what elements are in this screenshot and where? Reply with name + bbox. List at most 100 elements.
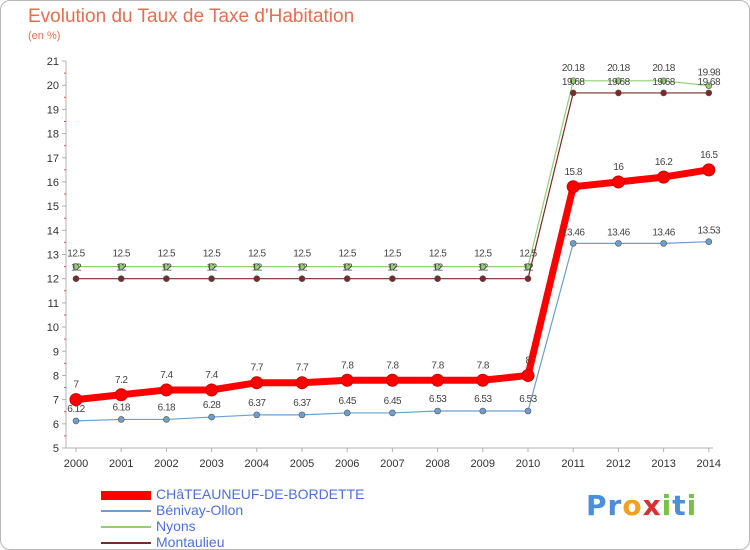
data-point [389, 263, 396, 270]
data-point [253, 275, 261, 282]
data-label: 6.18 [112, 402, 130, 413]
data-point [72, 275, 80, 282]
data-label: 12 [161, 263, 172, 274]
data-point [615, 77, 622, 85]
y-tick-label: 16 [47, 177, 59, 189]
x-tick-label: 2005 [290, 458, 314, 470]
y-tick-label: 17 [47, 153, 59, 165]
data-point [114, 388, 128, 402]
data-point [163, 275, 170, 282]
x-tick-label: 2009 [471, 458, 495, 470]
data-point [69, 393, 83, 407]
data-label: 19.68 [698, 77, 721, 88]
data-point [159, 383, 173, 397]
data-label: 6.53 [429, 394, 447, 405]
data-point [476, 373, 490, 387]
y-tick-label: 7 [53, 395, 59, 407]
data-label: 19.68 [607, 77, 630, 88]
data-label: 12 [478, 263, 489, 274]
data-point [389, 409, 396, 417]
legend-label: Montaulieu [156, 534, 225, 550]
data-label: 7.8 [477, 360, 490, 371]
data-label: 20.18 [652, 63, 675, 74]
data-point [205, 383, 219, 397]
data-label: 13.53 [698, 226, 721, 237]
data-label: 6.45 [338, 396, 356, 407]
chart-subtitle: (en %) [28, 30, 61, 42]
axes: 5 6 7 8 9 10 11 12 13 14 15 16 17 18 19 20 21 2000 2001 200… [47, 56, 721, 470]
data-point [524, 407, 532, 415]
data-point [660, 240, 667, 247]
data-point [340, 373, 354, 387]
x-tick-label: 2003 [199, 458, 223, 470]
data-point [521, 368, 535, 382]
data-point [431, 373, 445, 387]
data-point [253, 263, 261, 270]
y-tick-label: 19 [47, 104, 59, 116]
data-label: 12.5 [248, 249, 266, 260]
data-label: 12.5 [474, 249, 492, 260]
data-point [434, 263, 441, 270]
data-point [660, 77, 667, 85]
data-point [705, 82, 713, 89]
data-label: 7.7 [251, 363, 264, 374]
x-tick-label: 2000 [64, 458, 88, 470]
brand-letter: x [642, 489, 662, 522]
legend-swatch [101, 510, 151, 512]
x-tick-label: 2007 [380, 458, 404, 470]
legend-swatch [101, 490, 151, 500]
x-tick-label: 2002 [154, 458, 178, 470]
data-label: 12 [523, 263, 534, 274]
data-point [705, 238, 713, 245]
data-label: 12 [342, 263, 353, 274]
data-point [385, 373, 399, 387]
brand-letter: P [586, 489, 608, 522]
data-label: 12.5 [203, 249, 221, 260]
brand-letter: r [607, 489, 623, 522]
y-tick-label: 18 [47, 129, 59, 141]
data-point [117, 416, 125, 423]
y-tick-label: 20 [47, 80, 59, 92]
legend-label: Nyons [156, 518, 196, 534]
data-label: 16.2 [655, 157, 673, 168]
y-tick-label: 9 [53, 346, 59, 358]
data-label: 12.5 [338, 249, 356, 260]
data-label: 19.68 [562, 77, 585, 88]
y-tick-label: 6 [53, 419, 59, 431]
data-point [566, 180, 580, 194]
x-tick-label: 2013 [651, 458, 675, 470]
data-label: 7.4 [205, 370, 218, 381]
data-label: 20.18 [607, 63, 630, 74]
data-point [389, 275, 396, 282]
y-tick-label: 12 [47, 274, 59, 286]
data-point [434, 275, 441, 282]
data-point [298, 411, 306, 419]
data-label: 7.8 [431, 360, 444, 371]
legend-swatch [101, 526, 151, 528]
y-tick-label: 21 [47, 56, 59, 68]
brand-letter: i [661, 489, 673, 522]
x-tick-label: 2012 [606, 458, 630, 470]
y-tick-label: 14 [47, 225, 59, 237]
x-tick-label: 2008 [425, 458, 449, 470]
data-label: 12 [116, 263, 127, 274]
data-label: 12 [297, 263, 308, 274]
brand-letter: t [672, 489, 687, 522]
y-tick-label: 5 [53, 443, 59, 455]
data-label: 6.12 [67, 404, 85, 415]
data-point [117, 263, 125, 270]
data-label: 19.98 [698, 68, 721, 79]
data-point [611, 175, 625, 189]
data-point [163, 263, 170, 270]
legend-label: CHâTEAUNEUF-DE-BORDETTE [156, 486, 365, 502]
data-point [163, 416, 170, 423]
y-tick-label: 10 [47, 322, 59, 334]
data-label: 13.46 [562, 227, 585, 238]
data-label: 15.8 [564, 167, 582, 178]
data-label: 7.8 [386, 360, 399, 371]
data-label: 7 [73, 380, 79, 391]
x-tick-label: 2006 [335, 458, 359, 470]
brand-letter: o [622, 489, 643, 522]
data-label: 13.46 [607, 227, 630, 238]
